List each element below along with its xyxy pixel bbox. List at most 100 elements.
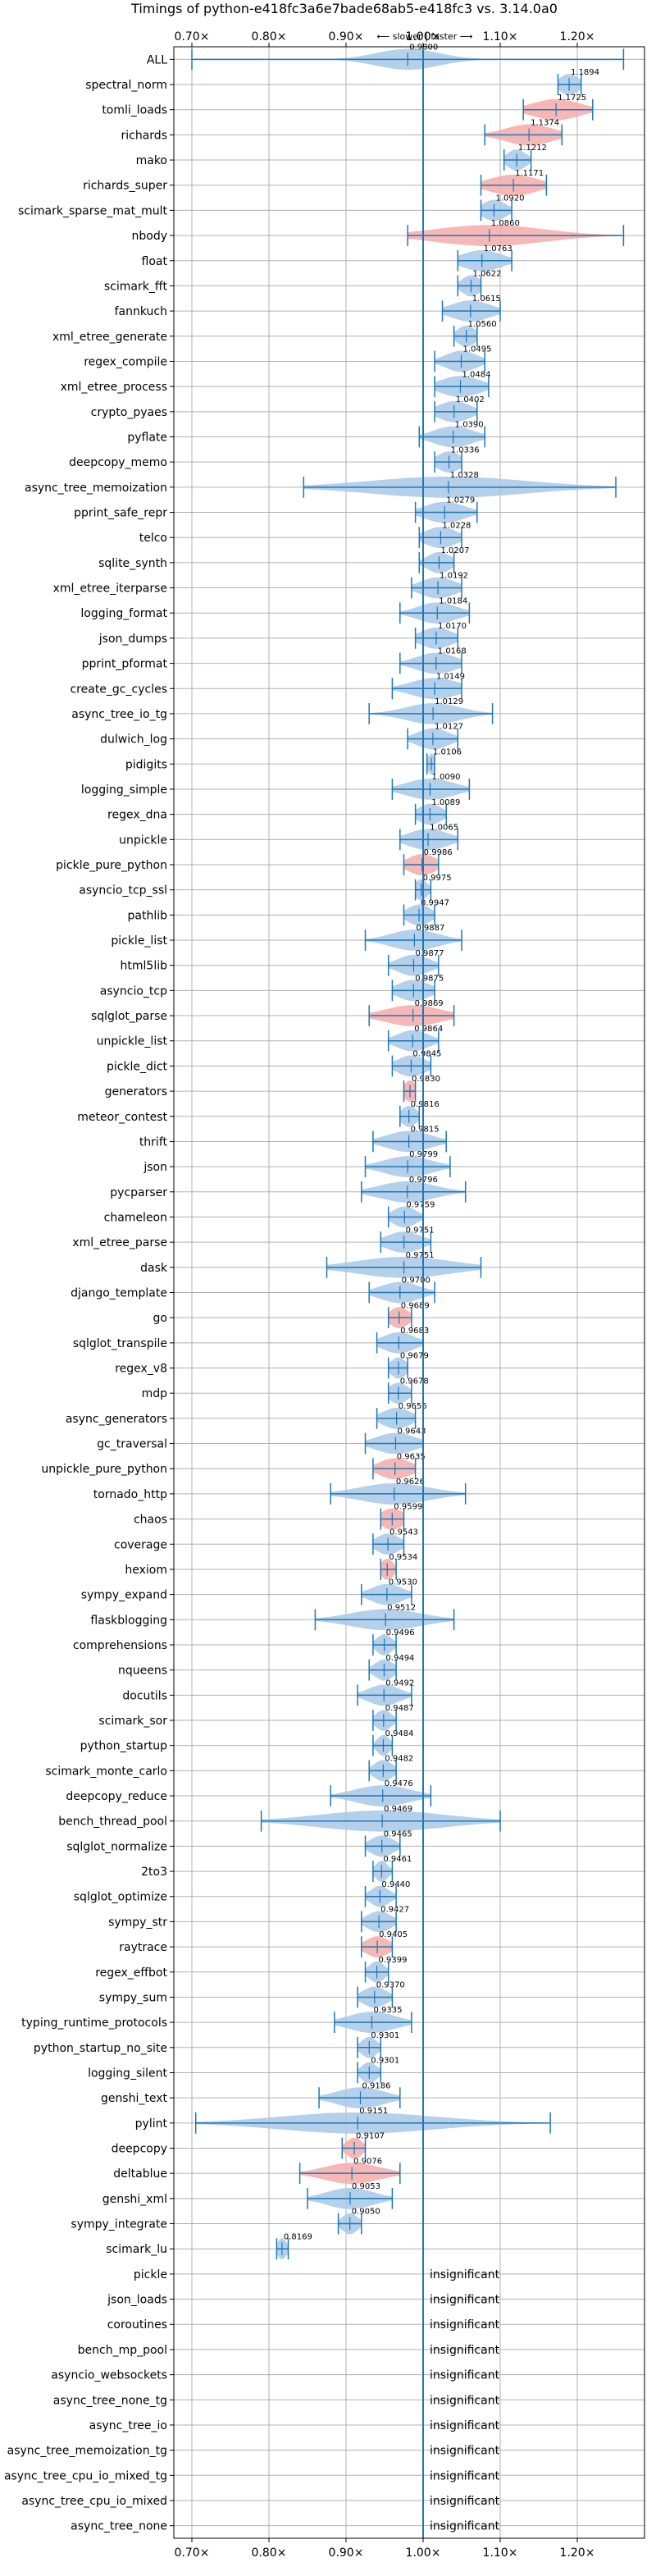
value-label: 0.9440 (381, 1880, 410, 1889)
value-label: 1.0763 (484, 244, 512, 253)
category-label: raytrace (119, 1941, 167, 1954)
category-label: deepcopy_memo (69, 456, 167, 469)
category-label: async_generators (66, 1413, 167, 1426)
category-label: richards_super (83, 180, 167, 193)
value-label: 0.9845 (412, 1050, 441, 1059)
category-label: asyncio_tcp_ssl (79, 884, 167, 897)
category-label: sqlglot_transpile (73, 1337, 167, 1350)
value-label: 0.9864 (414, 1025, 443, 1034)
category-label: coroutines (107, 2318, 167, 2332)
category-label: async_tree_memoization (25, 482, 167, 495)
category-label: sqlglot_parse (91, 1010, 167, 1023)
category-label: telco (139, 532, 167, 545)
category-label: mdp (142, 1387, 168, 1400)
category-label: sympy_str (108, 1916, 167, 1929)
category-label: comprehensions (73, 1639, 167, 1652)
category-label: chameleon (104, 1211, 167, 1224)
value-label: 0.9986 (424, 848, 453, 857)
category-label: async_tree_none (71, 2520, 167, 2533)
value-label: 1.0207 (440, 546, 469, 555)
value-label: 0.9830 (412, 1075, 440, 1084)
insignificant-label: insignificant (430, 2495, 500, 2508)
category-label: nqueens (118, 1665, 167, 1678)
value-label: 1.0129 (435, 697, 463, 706)
insignificant-label: insignificant (430, 2445, 500, 2458)
chart-subtitle: ⟵ slower | faster ⟶ (377, 31, 473, 42)
value-label: 0.9482 (385, 1754, 413, 1763)
value-label: 0.9643 (397, 1427, 426, 1436)
value-label: 0.9053 (352, 2182, 380, 2191)
category-label: deepcopy_reduce (66, 1790, 167, 1803)
category-label: crypto_pyaes (91, 406, 167, 419)
value-label: 0.9751 (406, 1251, 435, 1260)
category-label: async_tree_none_tg (53, 2394, 167, 2407)
value-label: 0.9461 (383, 1855, 412, 1864)
category-label: dask (140, 1262, 168, 1275)
value-label: 1.1171 (515, 169, 544, 178)
category-label: tornado_http (93, 1488, 167, 1501)
category-label: unpickle (119, 834, 167, 847)
value-label: 0.8169 (284, 2232, 312, 2241)
x-tick-label-top: 1.00× (406, 30, 441, 43)
value-label: 1.0860 (491, 219, 520, 228)
value-label: 0.9626 (396, 1478, 425, 1487)
insignificant-label: insignificant (430, 2294, 500, 2307)
value-label: 0.9076 (353, 2157, 382, 2166)
category-label: bench_mp_pool (78, 2344, 167, 2357)
category-label: async_tree_memoization_tg (7, 2445, 167, 2458)
value-label: 1.0192 (440, 572, 468, 581)
value-label: 1.1894 (571, 68, 599, 77)
value-label: 1.0622 (472, 270, 501, 279)
value-label: 0.9635 (397, 1452, 426, 1461)
value-label: 1.0495 (463, 345, 492, 354)
insignificant-label: insignificant (430, 2318, 500, 2332)
category-label: sqlite_synth (98, 557, 167, 570)
category-label: pathlib (128, 909, 168, 922)
value-label: 0.9487 (385, 1704, 414, 1713)
category-label: dulwich_log (100, 733, 167, 747)
category-label: spectral_norm (85, 79, 167, 92)
value-label: 0.9151 (359, 2107, 388, 2116)
value-label: 0.9869 (415, 999, 444, 1008)
value-label: 0.9465 (384, 1830, 412, 1839)
category-label: gc_traversal (97, 1438, 167, 1451)
value-label: 0.9887 (416, 924, 444, 933)
value-label: 1.0484 (462, 370, 490, 379)
value-label: 0.9751 (406, 1226, 435, 1235)
category-label: generators (105, 1085, 167, 1098)
category-label: mako (136, 154, 167, 167)
value-label: 0.9679 (400, 1352, 429, 1361)
value-label: 0.9335 (373, 2006, 402, 2015)
value-label: 0.9530 (389, 1578, 417, 1587)
value-label: 1.0149 (436, 672, 465, 681)
category-label: typing_runtime_protocols (21, 2016, 167, 2030)
category-label: json_dumps (98, 633, 167, 646)
value-label: 0.9512 (387, 1603, 416, 1612)
value-label: 0.9700 (402, 1277, 430, 1286)
value-label: 1.1725 (558, 94, 586, 103)
value-label: 0.9494 (385, 1654, 414, 1663)
category-label: flaskblogging (90, 1614, 167, 1627)
x-tick-label-bottom: 1.00× (406, 2546, 441, 2560)
value-label: 1.0089 (431, 798, 460, 807)
category-label: hexiom (125, 1564, 167, 1577)
value-label: 1.0106 (433, 747, 462, 756)
chart-title: Timings of python-e418fc3a6e7bade68ab5-e… (130, 1, 558, 16)
category-label: asyncio_tcp (100, 984, 167, 998)
category-label: pickle_list (111, 934, 167, 948)
category-label: pidigits (125, 758, 167, 771)
violins: 0.98001.18941.17251.13741.12121.11711.09… (191, 43, 625, 2538)
value-label: 0.9877 (415, 949, 444, 958)
value-label: 0.9427 (380, 1906, 409, 1915)
value-label: 1.0615 (472, 295, 501, 304)
category-label: pyflate (127, 431, 167, 444)
x-tick-label-bottom: 1.10× (483, 2546, 518, 2560)
category-label: pickle_pure_python (56, 859, 167, 872)
category-label: regex_dna (107, 809, 167, 822)
category-label: thrift (139, 1135, 168, 1149)
value-label: 0.9301 (371, 2031, 399, 2040)
value-label: 0.9107 (356, 2132, 385, 2141)
insignificant-label: insignificant (430, 2369, 500, 2382)
category-label: nbody (132, 230, 168, 243)
plot-frame (173, 46, 645, 2539)
